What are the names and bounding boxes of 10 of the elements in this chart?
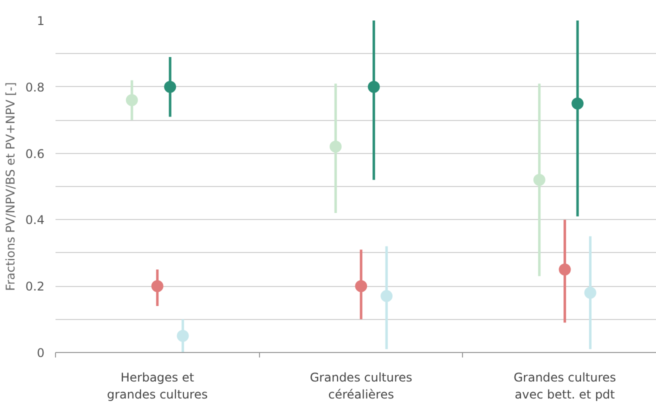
x-tick-label: Grandes cultures avec bett. et pdt: [514, 370, 616, 402]
x-tick-label: Grandes cultures céréalières: [310, 370, 412, 402]
y-tick-label: 0: [36, 346, 45, 360]
y-tick-label: 0.6: [25, 146, 45, 161]
y-tick-label: 0.4: [25, 213, 45, 228]
y-tick-label: 0.8: [25, 80, 45, 94]
y-axis-title: Fractions PV/NPV/BS et PV+NPV [-]: [3, 82, 18, 291]
y-tick-label: 1: [36, 14, 45, 28]
y-tick-label: 0.2: [25, 280, 45, 294]
x-tick-label: Herbages et grandes cultures: [107, 370, 208, 402]
